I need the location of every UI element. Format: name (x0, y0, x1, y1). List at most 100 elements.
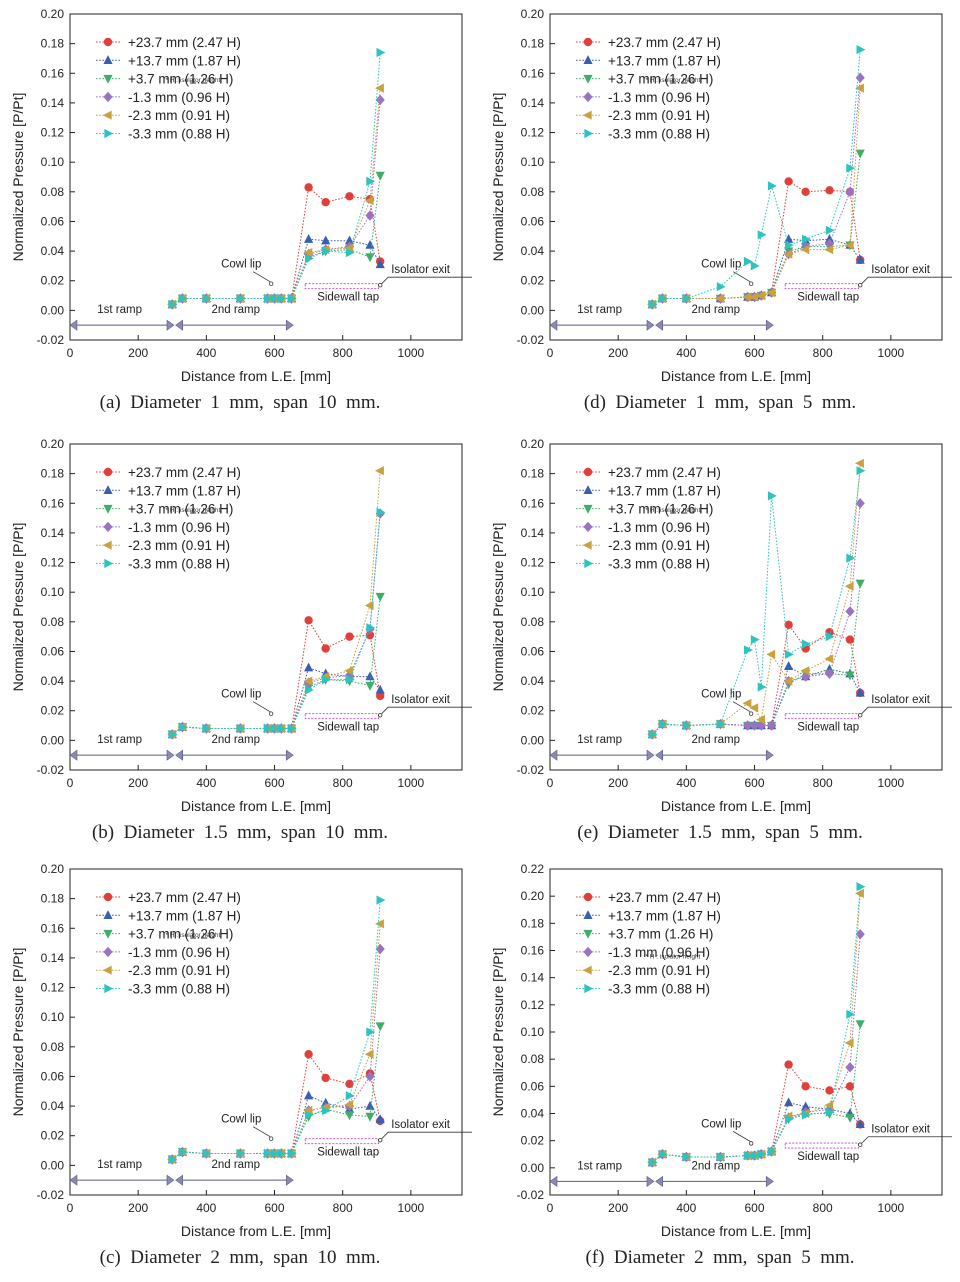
annotation-sidewall-tap: Sidewall tap (317, 722, 379, 734)
cowl-lip-marker (748, 281, 754, 286)
data-point (375, 684, 385, 694)
x-tick-label: 200 (128, 346, 148, 360)
x-tick-label: 0 (547, 346, 554, 360)
data-point (749, 720, 760, 731)
data-point (365, 1100, 375, 1110)
annotation-1st-ramp: 1st ramp (577, 304, 622, 316)
series-6 (648, 45, 866, 309)
y-tick-label: 0.12 (521, 998, 545, 1012)
cowl-lip-marker (748, 1141, 754, 1146)
note-isolator-height: * H : isolator height (645, 77, 700, 84)
data-point (756, 290, 765, 301)
series-3 (167, 592, 385, 740)
y-axis-label: Normalized Pressure [P/Pt] (490, 523, 506, 692)
y-tick-label: 0.08 (521, 185, 545, 199)
y-tick-label: 0.14 (41, 951, 65, 965)
y-axis-label: Normalized Pressure [P/Pt] (10, 948, 26, 1117)
legend-entry: -1.3 mm (0.96 H) (128, 520, 230, 535)
note-isolator-height: * H : isolator height (165, 77, 220, 84)
legend-marker (583, 929, 593, 939)
ramp2-arrow-left (655, 1175, 663, 1187)
data-point (845, 635, 855, 644)
data-point (202, 1148, 212, 1159)
data-point (744, 645, 753, 655)
y-axis-label: Normalized Pressure [P/Pt] (490, 948, 506, 1117)
data-point (345, 192, 354, 201)
chart-panel-b: -0.02 0.00 0.02 0.04 0.06 0.08 0.10 0.12 0.14 0.1… (0, 430, 480, 857)
y-tick-label: 0.16 (521, 496, 545, 510)
data-point (800, 245, 810, 255)
y-tick-label: 0.02 (41, 1129, 65, 1143)
isolator-exit-leader (381, 1131, 472, 1139)
data-point (303, 676, 313, 686)
data-point (304, 1090, 314, 1100)
note-isolator-height: * H : isolator height (165, 932, 220, 939)
y-tick-label: 0.04 (41, 674, 65, 688)
annotation-1st-ramp: 1st ramp (97, 304, 142, 316)
cowl-lip-leader (252, 701, 271, 713)
legend-marker (584, 558, 594, 569)
ramp2-arrow-right (285, 749, 294, 761)
data-point (715, 293, 725, 304)
data-point (855, 1119, 865, 1128)
ramp2-arrow-right (765, 1175, 774, 1187)
data-point (744, 1151, 753, 1161)
ramp2-arrow-right (765, 749, 774, 761)
data-point (304, 253, 314, 264)
chart-svg-d: -0.02 0.00 0.02 0.04 0.06 0.08 0.10 0.12 0.14 0.1… (490, 7, 952, 384)
data-point (855, 83, 864, 93)
legend-marker (582, 965, 592, 975)
sidewall-tap-box (304, 283, 379, 290)
annotation-isolator-exit: Isolator exit (391, 1119, 451, 1131)
legend-marker (583, 74, 593, 84)
data-point (784, 177, 793, 186)
cowl-lip-marker (268, 711, 274, 716)
data-point (366, 176, 376, 186)
cowl-lip-leader (732, 701, 751, 713)
chart-panel-a: -0.02 0.00 0.02 0.04 0.06 0.08 0.10 0.12 0.14 0.1… (0, 0, 480, 427)
legend-entry: +23.7 mm (2.47 H) (608, 35, 721, 50)
y-tick-label: 0.06 (41, 644, 65, 658)
data-point (287, 723, 297, 734)
chart-panel-c: -0.02 0.00 0.02 0.04 0.06 0.08 0.10 0.12 0.14 0.1… (0, 855, 480, 1282)
data-point (658, 1149, 668, 1159)
legend-entry: -1.3 mm (0.96 H) (128, 90, 230, 105)
data-point (757, 230, 767, 240)
data-point (846, 1009, 856, 1019)
legend-entry: -1.3 mm (0.96 H) (128, 945, 230, 960)
x-tick-label: 800 (333, 346, 353, 360)
data-point (784, 1060, 793, 1069)
data-point (855, 458, 864, 468)
annotation-2nd-ramp: 2nd ramp (691, 1160, 740, 1172)
data-point (322, 1105, 331, 1116)
legend-marker (583, 892, 593, 902)
data-point (375, 94, 385, 106)
data-point (855, 72, 865, 83)
y-tick-label: 0.00 (41, 303, 65, 317)
y-tick-label: -0.02 (517, 1188, 545, 1202)
data-point (344, 235, 355, 245)
ramp2-arrow-left (175, 1174, 183, 1186)
isolator-exit-leader (861, 1136, 952, 1144)
data-point (855, 888, 864, 898)
data-point (784, 649, 794, 659)
y-tick-label: 0.02 (41, 704, 65, 718)
legend-entry: +3.7 mm (1.26 H) (608, 927, 713, 942)
y-tick-label: 0.16 (521, 66, 545, 80)
legend-marker (102, 965, 112, 975)
data-point (202, 723, 212, 734)
data-point (375, 592, 385, 602)
y-tick-label: 0.02 (41, 274, 65, 288)
data-point (856, 882, 866, 892)
ramp1-arrow-left (549, 1175, 558, 1187)
annotation-isolator-exit: Isolator exit (871, 694, 931, 706)
y-tick-label: 0.16 (41, 921, 65, 935)
data-point (344, 666, 354, 676)
legend-entry: +23.7 mm (2.47 H) (608, 890, 721, 905)
data-point (802, 234, 811, 244)
cowl-lip-leader (732, 271, 751, 283)
ramp2-arrow-right (285, 1174, 294, 1186)
y-tick-label: 0.10 (41, 1010, 65, 1024)
data-point (202, 293, 212, 304)
chart-caption-e: (e) Diameter 1.5 mm, span 5 mm. (577, 822, 863, 843)
